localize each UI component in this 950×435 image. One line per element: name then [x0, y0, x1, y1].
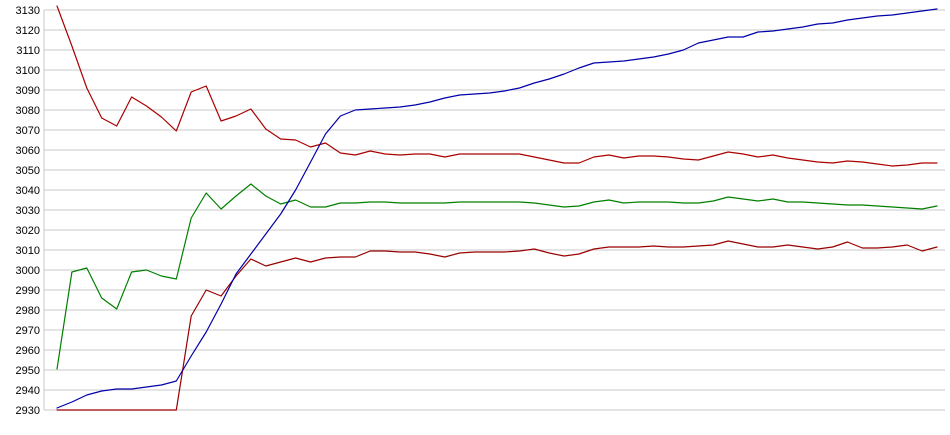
y-axis-tick-label: 2990 — [16, 285, 40, 297]
series-blue-line — [56, 8, 938, 409]
y-axis-tick-label: 3020 — [16, 225, 40, 237]
y-axis-tick-label: 3100 — [16, 65, 40, 77]
gridlines-group — [43, 9, 945, 411]
series-group — [56, 5, 938, 411]
y-axis-tick-label: 2970 — [16, 325, 40, 337]
y-axis-tick-label: 3030 — [16, 205, 40, 217]
y-axis-tick-label: 3110 — [16, 45, 40, 57]
y-axis-tick-label: 3010 — [16, 245, 40, 257]
series-dark-red-line — [56, 240, 938, 411]
y-axis-tick-label: 3070 — [16, 125, 40, 137]
y-axis-tick-label: 3060 — [16, 145, 40, 157]
y-axis-tick-label: 3040 — [16, 185, 40, 197]
y-axis-tick-label: 3090 — [16, 85, 40, 97]
series-green-line — [56, 183, 938, 370]
y-axis-tick-label: 3080 — [16, 105, 40, 117]
y-axis-labels-group: 3130 3120 3110 3100 3090 3080 3070 3060 3050 3040… — [16, 5, 40, 417]
series-red-line — [56, 5, 938, 167]
y-axis-tick-label: 2930 — [16, 405, 40, 417]
y-axis-tick-label: 2960 — [16, 345, 40, 357]
y-axis-tick-label: 2940 — [16, 385, 40, 397]
y-axis-tick-label: 2950 — [16, 365, 40, 377]
y-axis-tick-label: 3120 — [16, 25, 40, 37]
y-axis-tick-label: 2980 — [16, 305, 40, 317]
y-axis-tick-label: 3000 — [16, 265, 40, 277]
y-axis-tick-label: 3050 — [16, 165, 40, 177]
y-axis-tick-label: 3130 — [16, 5, 40, 17]
